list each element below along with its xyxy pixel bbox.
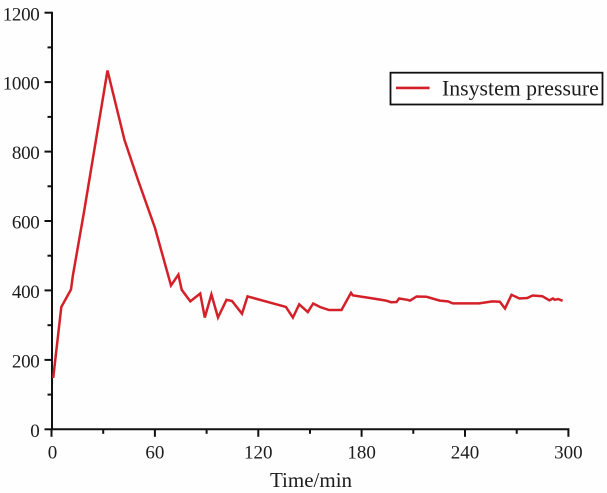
svg-text:Insystem pressure: Insystem pressure <box>442 77 599 101</box>
svg-text:600: 600 <box>12 213 40 234</box>
svg-text:1200: 1200 <box>3 4 40 25</box>
svg-text:120: 120 <box>244 443 273 464</box>
svg-text:Time/min: Time/min <box>270 468 353 492</box>
svg-text:300: 300 <box>554 443 583 464</box>
svg-text:0: 0 <box>48 443 58 464</box>
svg-text:240: 240 <box>451 443 480 464</box>
svg-text:400: 400 <box>12 282 40 303</box>
svg-text:60: 60 <box>145 443 164 464</box>
svg-text:800: 800 <box>12 143 40 164</box>
svg-text:1000: 1000 <box>3 74 40 95</box>
svg-text:180: 180 <box>347 443 376 464</box>
svg-text:0: 0 <box>30 421 39 442</box>
svg-text:200: 200 <box>12 352 40 373</box>
